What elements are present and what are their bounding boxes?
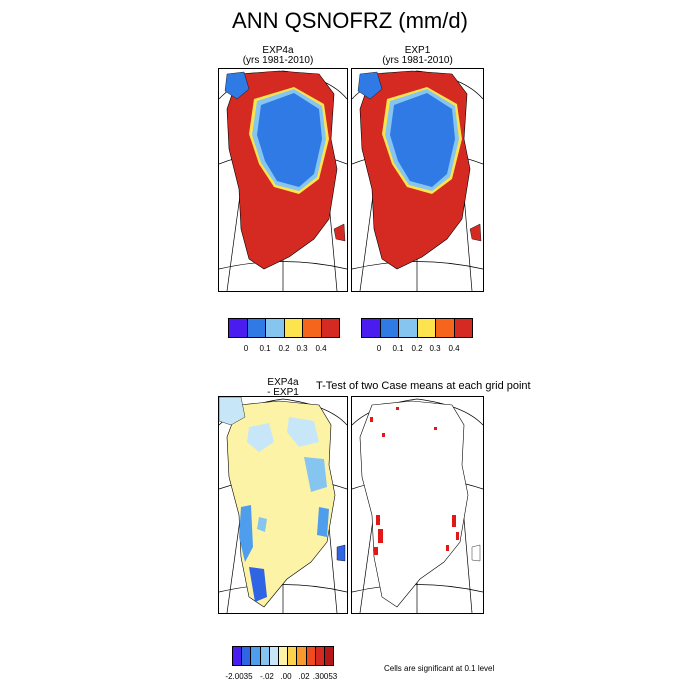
panel-exp4a-map (218, 68, 348, 292)
colorbar-tick: .30053 (312, 672, 338, 681)
map-difference (219, 397, 347, 613)
colorbar-tick: 0.3 (429, 344, 441, 353)
panel-3-subtitle: - EXP1 (267, 387, 299, 398)
colorbar-box (247, 319, 266, 337)
colorbar-box (321, 319, 339, 337)
colorbar-box (297, 647, 307, 665)
colorbar-box (266, 319, 285, 337)
colorbar-box (284, 319, 303, 337)
colorbar-tick: 0 (243, 344, 249, 353)
colorbar-tick: 0.2 (411, 344, 423, 353)
panel-3-title: EXP4a (267, 377, 299, 388)
colorbar-box (260, 647, 270, 665)
colorbar-box (380, 319, 399, 337)
panel-difference-map (218, 396, 348, 614)
colorbar-exp4a (228, 318, 340, 338)
colorbar-tick: 0.1 (259, 344, 271, 353)
colorbar-box (233, 647, 243, 665)
colorbar-box (417, 319, 436, 337)
colorbar-box (278, 647, 289, 665)
panel-ttest-map (351, 396, 484, 614)
map-exp4a (219, 70, 347, 291)
panel-4-title: T-Test of two Case means at each grid po… (316, 380, 531, 392)
colorbar-difference (232, 646, 334, 666)
colorbar-tick: 0.4 (315, 344, 327, 353)
colorbar-box (288, 647, 298, 665)
colorbar-tick: 0.1 (392, 344, 404, 353)
colorbar-box (242, 647, 252, 665)
colorbar-tick: 0 (376, 344, 382, 353)
colorbar-tick: .02 (298, 672, 310, 681)
colorbar-box (362, 319, 381, 337)
colorbar-tick: 0.2 (278, 344, 290, 353)
colorbar-tick: -2.0035 (225, 672, 253, 681)
map-exp1 (352, 70, 483, 291)
colorbar-box (229, 319, 248, 337)
figure-title: ANN QSNOFRZ (mm/d) (232, 8, 468, 33)
colorbar-tick: 0.4 (448, 344, 460, 353)
colorbar-box (436, 319, 455, 337)
colorbar-box (399, 319, 418, 337)
colorbar-box (315, 647, 325, 665)
panel-2-title: EXP1 (404, 45, 431, 56)
colorbar-box (324, 647, 334, 665)
panel-2-subtitle: (yrs 1981-2010) (382, 55, 453, 66)
panel-1-title: EXP4a (262, 45, 294, 56)
map-ttest (352, 398, 483, 613)
colorbar-box (251, 647, 261, 665)
panel-exp1-map (351, 68, 484, 292)
colorbar-tick: 0.3 (296, 344, 308, 353)
significance-note: Cells are significant at 0.1 level (384, 664, 495, 673)
colorbar-box (303, 319, 322, 337)
colorbar-box (454, 319, 472, 337)
colorbar-box (269, 647, 279, 665)
panel-1-subtitle: (yrs 1981-2010) (242, 55, 314, 66)
colorbar-tick: -.02 (260, 672, 274, 681)
colorbar-tick: .00 (280, 672, 292, 681)
colorbar-box (306, 647, 316, 665)
colorbar-exp1 (361, 318, 473, 338)
